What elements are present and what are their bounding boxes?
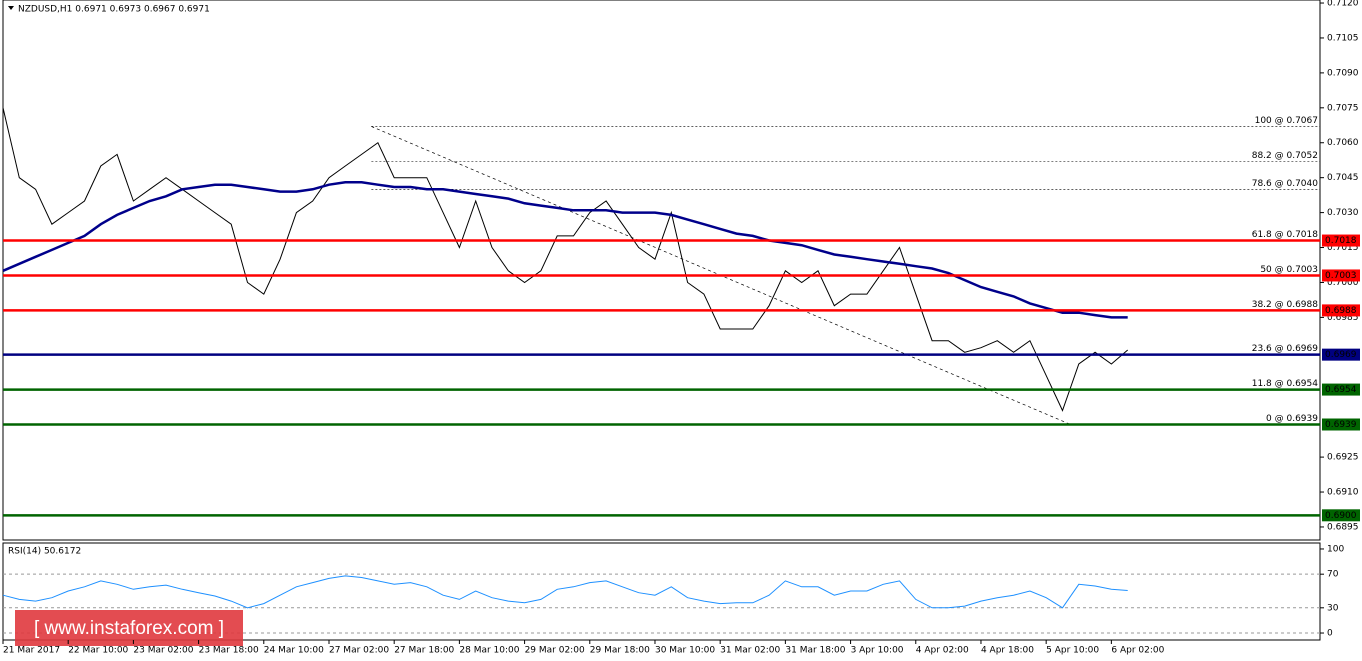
fib-label: 100 @ 0.7067 — [1255, 116, 1318, 126]
x-tick-label: 28 Mar 10:00 — [459, 646, 519, 656]
fib-label: 50 @ 0.7003 — [1260, 265, 1318, 275]
main-panel — [2, 0, 1321, 541]
series-line — [2, 181, 1128, 319]
x-tick-label: 4 Apr 18:00 — [981, 646, 1034, 656]
y-tick-label: 0.7090 — [1327, 68, 1359, 78]
x-tick-label: 23 Mar 18:00 — [199, 646, 259, 656]
rsi-title: RSI(14) 50.6172 — [8, 547, 81, 557]
level-label: 0.6954 — [1325, 385, 1357, 395]
y-tick-label: 0.6925 — [1327, 453, 1359, 463]
x-tick-label: 27 Mar 02:00 — [329, 646, 389, 656]
x-tick-label: 24 Mar 10:00 — [264, 646, 324, 656]
level-box — [1322, 509, 1360, 522]
fib-label: 38.2 @ 0.6988 — [1252, 300, 1319, 310]
y-tick-label: 0.6910 — [1327, 488, 1359, 498]
level-label: 0.6939 — [1325, 420, 1357, 430]
y-tick-label: 0.7030 — [1327, 208, 1359, 218]
x-tick-label: 29 Mar 18:00 — [590, 646, 650, 656]
x-tick-label: 31 Mar 18:00 — [785, 646, 845, 656]
level-box — [1322, 304, 1360, 317]
x-tick-label: 5 Apr 10:00 — [1046, 646, 1099, 656]
fib-label: 78.6 @ 0.7040 — [1252, 179, 1319, 189]
series-line — [2, 575, 1128, 609]
chart-title: NZDUSD,H1 0.6971 0.6973 0.6967 0.6971 — [18, 5, 210, 15]
level-label: 0.6988 — [1325, 306, 1357, 316]
x-tick-label: 31 Mar 02:00 — [720, 646, 780, 656]
watermark: [ www.instaforex.com ] — [34, 618, 224, 639]
x-tick-label: 3 Apr 10:00 — [851, 646, 904, 656]
y-tick-label: 0.7120 — [1327, 0, 1359, 9]
x-tick-label: 4 Apr 02:00 — [916, 646, 969, 656]
level-box — [1322, 418, 1360, 431]
level-label: 0.7018 — [1325, 236, 1357, 246]
level-label: 0.6969 — [1325, 350, 1357, 360]
y-tick-label: 100 — [1327, 544, 1344, 554]
series-line — [2, 107, 1129, 412]
y-tick-label: 0 — [1327, 629, 1333, 639]
y-tick-label: 0.7000 — [1327, 278, 1359, 288]
level-box — [1322, 348, 1360, 361]
y-tick-label: 0.7105 — [1327, 33, 1359, 43]
level-box — [1322, 383, 1360, 396]
level-label: 0.7003 — [1325, 271, 1357, 281]
x-tick-label: 30 Mar 10:00 — [655, 646, 715, 656]
y-tick-label: 0.7060 — [1327, 138, 1359, 148]
y-tick-label: 0.7075 — [1327, 103, 1359, 113]
level-box — [1322, 269, 1360, 282]
y-tick-label: 0.6985 — [1327, 313, 1359, 323]
fib-label: 11.8 @ 0.6954 — [1252, 379, 1319, 389]
watermark-box — [15, 610, 243, 646]
y-tick-label: 0.6895 — [1327, 522, 1359, 532]
fib-label: 0 @ 0.6939 — [1266, 414, 1318, 424]
level-label: 0.6900 — [1325, 511, 1357, 521]
y-tick-label: 0.7045 — [1327, 173, 1359, 183]
x-tick-label: 27 Mar 18:00 — [394, 646, 454, 656]
y-tick-label: 70 — [1327, 570, 1339, 580]
x-tick-label: 23 Mar 02:00 — [133, 646, 193, 656]
x-tick-label: 6 Apr 02:00 — [1111, 646, 1164, 656]
fib-label: 88.2 @ 0.7052 — [1252, 151, 1318, 161]
fib-label: 23.6 @ 0.6969 — [1252, 344, 1319, 354]
y-tick-label: 30 — [1327, 603, 1339, 613]
fib-label: 61.8 @ 0.7018 — [1252, 230, 1319, 240]
x-tick-label: 29 Mar 02:00 — [525, 646, 585, 656]
x-tick-label: 22 Mar 10:00 — [68, 646, 128, 656]
menu-icon — [8, 6, 14, 10]
x-tick-label: 21 Mar 2017 — [3, 646, 60, 656]
level-box — [1322, 234, 1360, 247]
y-tick-label: 0.7015 — [1327, 243, 1359, 253]
